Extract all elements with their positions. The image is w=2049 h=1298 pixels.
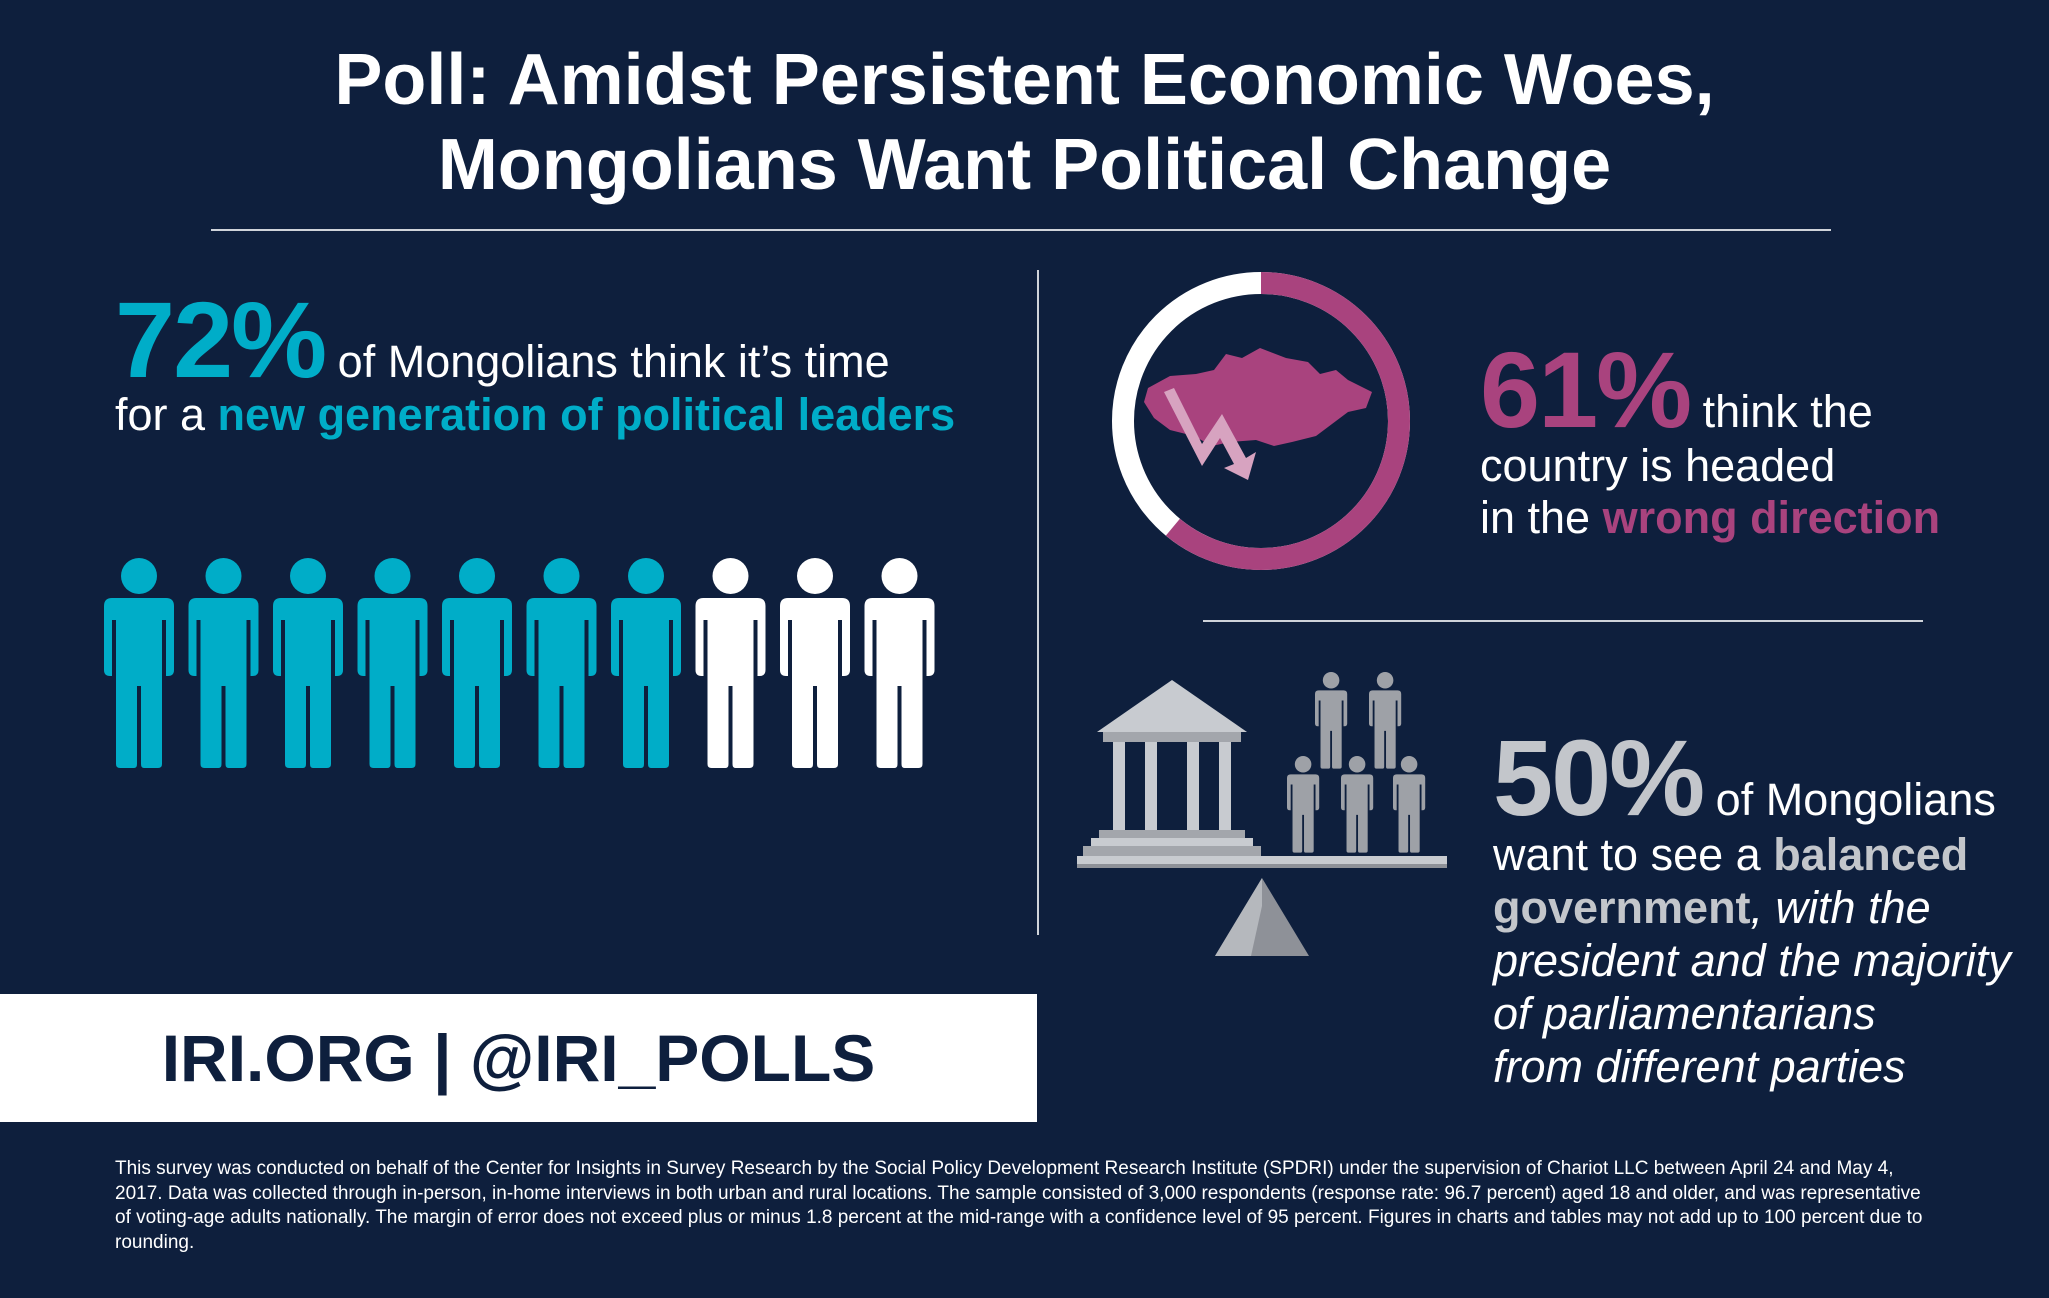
- stat-wrong-direction-percent: 61%: [1480, 329, 1692, 450]
- stat-balanced-government-text-b: want to see a: [1493, 829, 1774, 880]
- mongolia-map-icon: [1144, 348, 1372, 446]
- person-icon: [780, 558, 850, 768]
- person-icon-highlighted: [526, 558, 597, 768]
- stat-wrong-direction-text-a: think the: [1690, 386, 1873, 437]
- person-icon-highlighted: [188, 558, 259, 768]
- person-icon-highlighted: [104, 558, 174, 768]
- ring-arc: [1112, 272, 1410, 570]
- scale-beam: [1077, 856, 1447, 866]
- fulcrum-shade: [1215, 878, 1262, 956]
- balance-scale-icon: [1077, 672, 1447, 956]
- people-pictogram: [104, 558, 935, 768]
- person-icon-highlighted: [273, 558, 343, 768]
- stat-balanced-government-text-a: of Mongolians: [1703, 774, 1996, 825]
- person-icon-highlighted: [357, 558, 428, 768]
- parliament-people-icon: [1287, 672, 1426, 853]
- stat-balanced-government: 50% of Mongolians want to see a balanced…: [1493, 724, 2033, 1093]
- stat-wrong-direction-text-b: country is headed: [1480, 440, 1836, 491]
- title-divider: [211, 229, 1831, 231]
- footer-links[interactable]: IRI.ORG | @IRI_POLLS: [161, 1021, 876, 1095]
- government-building-icon: [1083, 680, 1261, 856]
- stat-balanced-government-line4: president and the majority: [1493, 935, 2011, 986]
- stat-balanced-government-line5: of parliamentarians: [1493, 988, 1876, 1039]
- methodology-note: This survey was conducted on behalf of t…: [115, 1158, 1923, 1253]
- stat-wrong-direction-text-c: in the: [1480, 492, 1603, 543]
- stat-new-generation: 72% of Mongolians think it’s time for a …: [115, 286, 995, 440]
- page-title: Poll: Amidst Persistent Economic Woes, M…: [0, 38, 2049, 208]
- stat-new-generation-highlight: new generation of political leaders: [217, 389, 956, 440]
- title-line-1: Poll: Amidst Persistent Economic Woes,: [334, 40, 1715, 120]
- stat-balanced-government-line6: from different parties: [1493, 1041, 1906, 1092]
- stat-wrong-direction-highlight: wrong direction: [1602, 492, 1941, 543]
- stat-new-generation-text-b: for a: [115, 389, 218, 440]
- wrong-direction-ring: [1112, 272, 1410, 570]
- parliament-person-icon: [1315, 672, 1348, 769]
- parliament-person-icon: [1369, 672, 1402, 769]
- stat-balanced-government-percent: 50%: [1493, 717, 1705, 838]
- down-arrow-icon: [1164, 388, 1256, 480]
- stat-balanced-government-text-c: , with the: [1750, 882, 1931, 933]
- parliament-person-icon: [1341, 756, 1374, 853]
- stat-balanced-government-highlight: balanced government: [1493, 829, 1969, 933]
- parliament-person-icon: [1287, 756, 1320, 853]
- parliament-person-icon: [1393, 756, 1426, 853]
- person-icon: [695, 558, 766, 768]
- footer-banner: IRI.ORG | @IRI_POLLS: [0, 994, 1037, 1122]
- scale-beam-shadow: [1077, 864, 1447, 868]
- stat-wrong-direction: 61% think the country is headed in the w…: [1480, 336, 2000, 544]
- person-icon-highlighted: [442, 558, 512, 768]
- vertical-divider: [1037, 270, 1039, 935]
- stat-new-generation-percent: 72%: [115, 279, 327, 400]
- right-divider: [1203, 620, 1923, 622]
- stat-new-generation-text-a: of Mongolians think it’s time: [325, 336, 890, 387]
- person-icon: [864, 558, 935, 768]
- person-icon-highlighted: [611, 558, 681, 768]
- title-line-2: Mongolians Want Political Change: [437, 125, 1612, 205]
